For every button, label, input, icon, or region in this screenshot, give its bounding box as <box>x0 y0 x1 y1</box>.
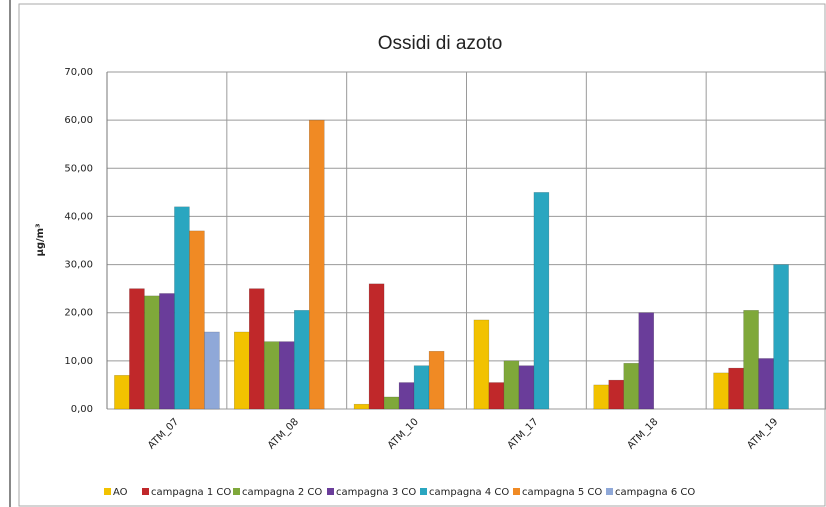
bar <box>533 192 550 410</box>
legend-label: campagna 5 CO <box>522 487 602 498</box>
y-tick-label: 10,00 <box>64 356 93 367</box>
bar <box>204 331 220 410</box>
bar <box>234 331 250 410</box>
legend-swatch <box>420 488 427 495</box>
bar <box>144 295 160 410</box>
y-tick-label: 50,00 <box>64 163 93 174</box>
chart-frame <box>18 3 826 507</box>
y-tick-label: 20,00 <box>64 308 93 319</box>
bar <box>383 396 400 410</box>
legend-swatch <box>327 488 334 495</box>
bar <box>174 206 190 410</box>
y-tick-label: 30,00 <box>64 260 93 271</box>
y-tick-label: 0,00 <box>71 404 93 415</box>
bar <box>129 288 145 410</box>
legend-swatch <box>104 488 111 495</box>
legend-swatch <box>606 488 613 495</box>
y-tick-label: 40,00 <box>64 211 93 222</box>
y-tick-label: 60,00 <box>64 115 93 126</box>
legend-label: AO <box>113 487 128 498</box>
bar <box>728 367 744 410</box>
bar <box>413 365 430 410</box>
legend-swatch <box>142 488 149 495</box>
legend-swatch <box>513 488 520 495</box>
bar <box>114 375 130 410</box>
bar <box>473 319 490 410</box>
legend-label: campagna 4 CO <box>429 487 509 498</box>
legend-label: campagna 1 CO <box>151 487 231 498</box>
y-tick-label: 70,00 <box>64 67 93 78</box>
bar <box>638 312 654 410</box>
legend-label: campagna 2 CO <box>242 487 322 498</box>
bar <box>623 363 639 410</box>
legend-label: campagna 6 CO <box>615 487 695 498</box>
bar <box>758 358 774 410</box>
legend-label: campagna 3 CO <box>336 487 416 498</box>
bar <box>743 310 759 410</box>
bar <box>353 403 370 410</box>
bar <box>398 382 415 410</box>
bar <box>503 360 520 410</box>
bar <box>279 341 295 410</box>
bar <box>773 264 789 410</box>
bar <box>249 288 265 410</box>
y-axis-label: µg/m³ <box>35 224 46 257</box>
bar <box>713 372 729 410</box>
bar <box>159 293 175 410</box>
bar <box>309 119 325 410</box>
chart-title: Ossidi di azoto <box>378 33 503 54</box>
bar <box>608 379 624 410</box>
bar <box>368 283 385 410</box>
legend-swatch <box>233 488 240 495</box>
bar <box>593 384 609 410</box>
bar <box>518 365 535 410</box>
bar <box>189 230 205 410</box>
bar <box>428 350 445 410</box>
bar <box>294 310 310 410</box>
bar <box>264 341 280 410</box>
bar <box>488 382 505 410</box>
